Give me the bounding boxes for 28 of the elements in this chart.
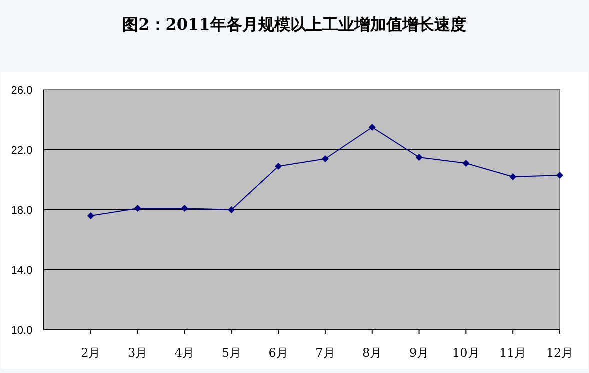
point: [556, 172, 564, 179]
x-tick-label: 6月: [268, 346, 288, 360]
point: [462, 160, 470, 167]
point: [368, 124, 376, 131]
y-tick-label: 10.0: [11, 325, 33, 337]
x-tick-label: 11月: [499, 346, 527, 360]
x-tick-label: 8月: [362, 346, 382, 360]
x-tick-label: 12月: [546, 346, 574, 360]
point: [510, 174, 517, 180]
x-tick-label: 4月: [174, 346, 195, 360]
point: [275, 163, 282, 170]
x-tick-label: 2月: [81, 346, 101, 360]
y-tick-label: 14.0: [11, 265, 33, 277]
x-tick-label: 3月: [128, 346, 148, 360]
x-tick-label: 9月: [409, 346, 430, 360]
x-tick-label: 7月: [316, 346, 336, 360]
point: [181, 205, 188, 212]
y-tick-label: 18.0: [11, 205, 33, 217]
point: [87, 212, 94, 220]
point: [228, 206, 236, 214]
chart-title: 图2：2011年各月规模以上工业增加值增长速度: [122, 15, 466, 34]
x-tick-label: 5月: [222, 346, 242, 360]
point: [134, 205, 142, 212]
point: [416, 154, 423, 161]
y-tick-label: 26.0: [11, 85, 33, 97]
y-tick-label: 22.0: [11, 145, 33, 157]
point: [322, 156, 329, 162]
x-tick-label: 10月: [452, 346, 480, 360]
